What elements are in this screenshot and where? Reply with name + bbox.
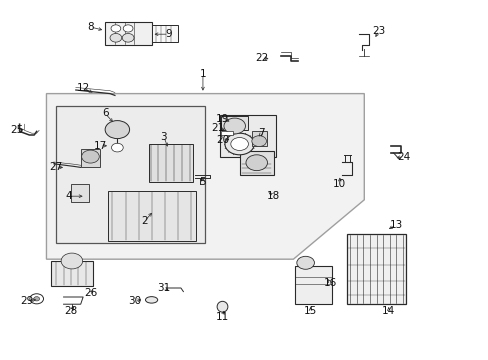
Text: 31: 31 xyxy=(157,283,170,293)
Bar xyxy=(51,261,93,286)
Text: 13: 13 xyxy=(388,220,402,230)
Polygon shape xyxy=(46,94,364,259)
Text: 16: 16 xyxy=(323,278,336,288)
Text: 21: 21 xyxy=(210,123,224,133)
Text: 30: 30 xyxy=(128,296,141,306)
Circle shape xyxy=(34,297,40,301)
Text: 5: 5 xyxy=(199,177,206,187)
Text: 10: 10 xyxy=(333,179,346,189)
Text: 28: 28 xyxy=(64,306,78,316)
Circle shape xyxy=(122,33,134,42)
Circle shape xyxy=(111,143,123,152)
Text: 20: 20 xyxy=(216,135,228,145)
Bar xyxy=(151,25,178,42)
Bar xyxy=(295,266,331,304)
Ellipse shape xyxy=(145,297,157,303)
Text: 9: 9 xyxy=(165,29,172,39)
Text: 8: 8 xyxy=(87,22,94,32)
Bar xyxy=(221,116,247,130)
Bar xyxy=(221,131,233,135)
Bar xyxy=(251,131,266,146)
Text: 11: 11 xyxy=(215,312,229,322)
Circle shape xyxy=(110,33,122,42)
Bar xyxy=(149,144,193,182)
Bar xyxy=(220,115,276,157)
Text: 14: 14 xyxy=(381,306,395,316)
Circle shape xyxy=(111,25,121,32)
Circle shape xyxy=(296,256,314,269)
Text: 17: 17 xyxy=(93,141,107,151)
Text: 4: 4 xyxy=(65,191,72,201)
Bar xyxy=(346,234,405,304)
Text: 7: 7 xyxy=(258,128,264,138)
Circle shape xyxy=(123,25,133,32)
Text: 18: 18 xyxy=(266,191,280,201)
Text: 2: 2 xyxy=(141,216,147,226)
Circle shape xyxy=(245,155,267,171)
Circle shape xyxy=(224,133,254,155)
Bar xyxy=(105,22,151,45)
Bar xyxy=(56,106,205,243)
Text: 24: 24 xyxy=(396,152,409,162)
Text: 22: 22 xyxy=(254,53,268,63)
Circle shape xyxy=(61,253,82,269)
Circle shape xyxy=(105,121,129,139)
Circle shape xyxy=(230,138,248,150)
Text: 29: 29 xyxy=(20,296,34,306)
Text: 26: 26 xyxy=(83,288,97,298)
Text: 3: 3 xyxy=(160,132,167,142)
Text: 27: 27 xyxy=(49,162,63,172)
Bar xyxy=(71,184,89,202)
Text: 15: 15 xyxy=(303,306,317,316)
Text: 12: 12 xyxy=(76,83,90,93)
Bar xyxy=(81,149,100,167)
Circle shape xyxy=(251,136,266,147)
Circle shape xyxy=(224,118,245,134)
Text: 23: 23 xyxy=(371,26,385,36)
Bar xyxy=(239,151,273,175)
Text: 6: 6 xyxy=(102,108,108,118)
Text: 1: 1 xyxy=(199,69,206,79)
Bar xyxy=(107,191,195,241)
Circle shape xyxy=(81,150,99,163)
Text: 25: 25 xyxy=(10,125,24,135)
Ellipse shape xyxy=(217,301,227,312)
Text: 19: 19 xyxy=(215,114,229,124)
Circle shape xyxy=(30,294,43,304)
